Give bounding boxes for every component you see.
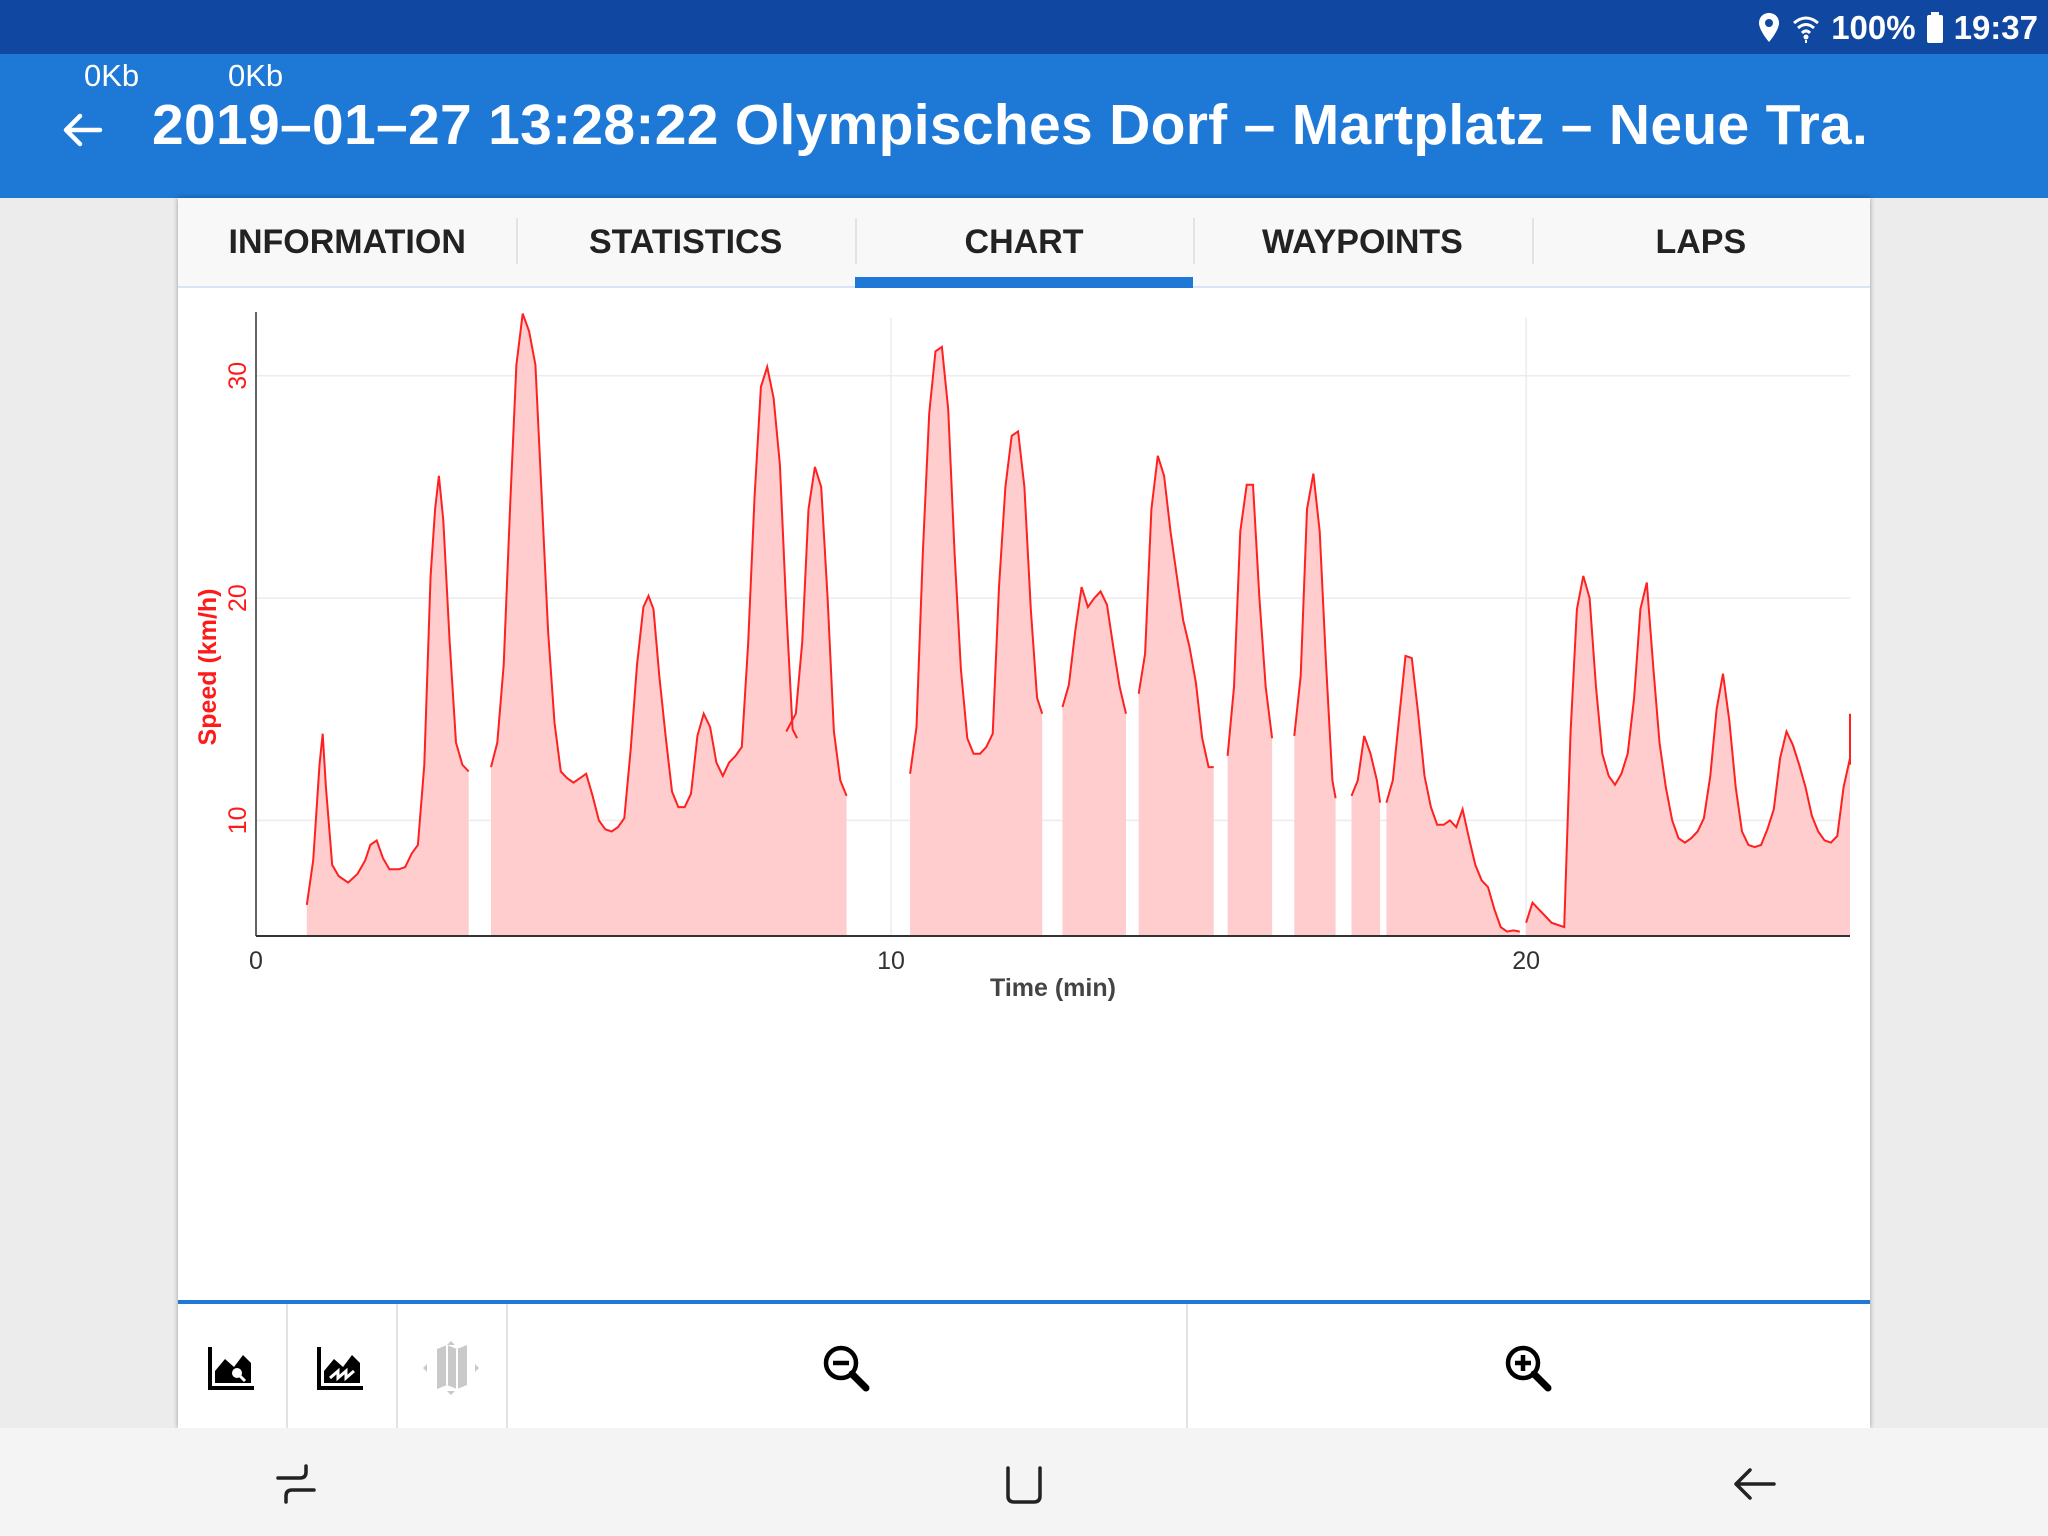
home-icon[interactable] — [994, 1456, 1054, 1512]
speed-line-segment — [1525, 575, 1851, 929]
x-axis-label: Time (min) — [990, 974, 1116, 1002]
tab-bar: INFORMATION STATISTICS CHART WAYPOINTS L… — [178, 198, 1870, 288]
speed-area-segment — [1386, 655, 1520, 936]
speed-line-segment — [1226, 483, 1274, 756]
speed-area-segment — [1294, 473, 1336, 936]
zoom-in-icon — [1505, 1345, 1552, 1392]
speed-line-segment — [1061, 586, 1127, 714]
location-icon — [1759, 13, 1780, 42]
elevation-chart-icon — [208, 1347, 254, 1390]
speed-line-segment — [1385, 654, 1520, 933]
y-tick-labels: 10 20 30 — [224, 362, 252, 834]
speed-area-segment — [910, 346, 1043, 936]
speed-area-segment — [1138, 455, 1214, 936]
map-button[interactable] — [396, 1304, 508, 1432]
speed-chart-icon — [317, 1347, 363, 1390]
battery-percent: 100% — [1831, 9, 1916, 46]
speed-area-segment — [786, 466, 847, 936]
speed-line-segment — [305, 475, 470, 906]
y-axis-label: Speed (km/h) — [194, 589, 222, 746]
download-rate: 0Kb — [228, 58, 284, 93]
speed-area-segment — [1351, 735, 1381, 936]
back-icon[interactable] — [1724, 1456, 1784, 1512]
tab-chart[interactable]: CHART — [854, 198, 1194, 288]
map-icon — [423, 1341, 479, 1395]
speed-line-segment — [785, 466, 848, 797]
speed-line-segment — [1293, 473, 1337, 799]
zoom-in-button[interactable] — [1186, 1304, 1870, 1432]
x-tick-label: 20 — [1512, 947, 1540, 975]
recent-apps-icon[interactable] — [266, 1456, 326, 1512]
speed-line-segment — [1350, 735, 1382, 803]
speed-chart-button[interactable] — [286, 1304, 398, 1432]
speed-area-segment — [1227, 484, 1273, 936]
speed-area-segment — [491, 313, 798, 937]
y-tick-label: 30 — [224, 362, 252, 390]
tab-waypoints[interactable]: WAYPOINTS — [1193, 198, 1531, 286]
speed-chart[interactable]: 0 10 20 10 20 30 Time (min) Speed (km/h) — [178, 288, 1870, 1298]
x-tick-label: 10 — [877, 947, 905, 975]
chart-toolbar — [178, 1300, 1870, 1432]
speed-area-segment — [1526, 575, 1850, 936]
system-nav-bar — [0, 1428, 2048, 1536]
upload-rate: 0Kb — [84, 58, 140, 93]
back-arrow-icon[interactable] — [56, 104, 108, 156]
zoom-out-button[interactable] — [506, 1304, 1188, 1432]
battery-icon — [1926, 12, 1943, 43]
x-tick-labels: 0 10 20 — [249, 947, 1540, 975]
status-bar: 100% 19:37 — [0, 0, 2048, 54]
tab-information[interactable]: INFORMATION — [228, 222, 466, 261]
content-panel: INFORMATION STATISTICS CHART WAYPOINTS L… — [178, 198, 1870, 1432]
clock: 19:37 — [1953, 9, 2038, 46]
y-tick-label: 20 — [224, 584, 252, 612]
chart-lines — [305, 313, 1851, 933]
zoom-out-icon — [823, 1345, 870, 1392]
y-tick-label: 10 — [224, 806, 252, 834]
track-title: 2019–01–27 13:28:22 Olympisches Dorf – M… — [152, 93, 1869, 157]
speed-area-segment — [306, 475, 469, 936]
speed-line-segment — [490, 313, 798, 833]
wifi-icon — [1793, 16, 1820, 43]
x-tick-label: 0 — [249, 947, 263, 975]
status-icons: 100% 19:37 — [1757, 4, 2038, 52]
speed-line-segment — [909, 345, 1044, 774]
tab-statistics[interactable]: STATISTICS — [516, 198, 854, 286]
chart-areas — [306, 313, 1850, 937]
speed-line-segment — [1137, 455, 1214, 769]
elevation-chart-button[interactable] — [178, 1304, 288, 1432]
tab-laps[interactable]: LAPS — [1531, 198, 1870, 286]
speed-area-segment — [1062, 587, 1126, 936]
app-bar: 0Kb 0Kb 2019–01–27 13:28:22 Olympisches … — [0, 54, 2048, 198]
